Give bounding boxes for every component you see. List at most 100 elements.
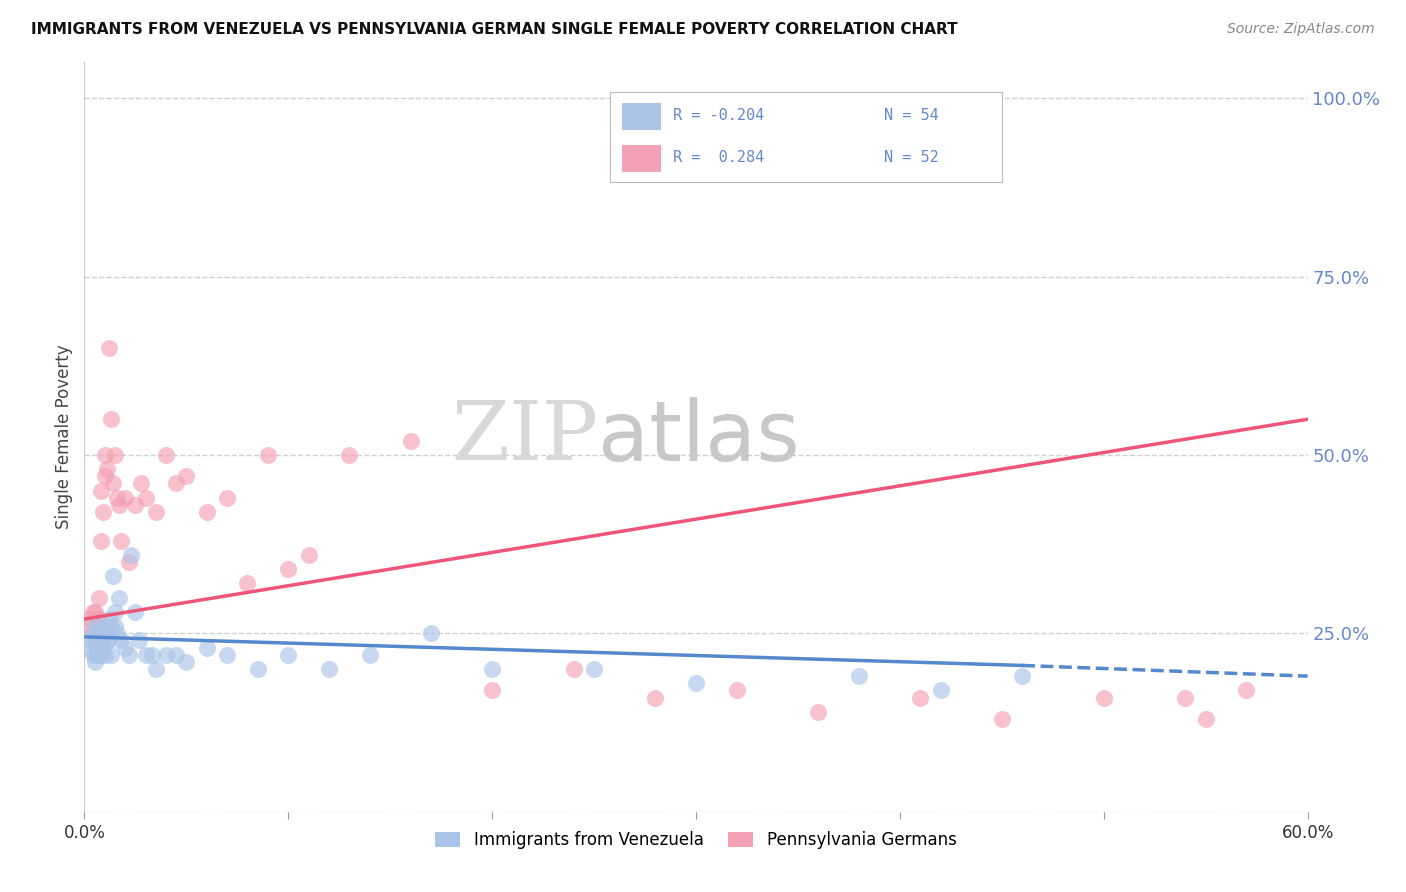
Point (100, 412, 122, 426)
Text: ZIP: ZIP (451, 397, 598, 477)
Point (87, 648, 110, 662)
Point (848, 669, 870, 683)
Point (82, 626, 104, 640)
Point (644, 690, 666, 705)
Point (86, 633, 108, 648)
Point (90, 533, 112, 548)
Point (79, 612, 101, 626)
Point (82, 626, 104, 640)
Point (929, 683, 952, 698)
Point (277, 648, 299, 662)
Point (97, 341, 120, 355)
Text: atlas: atlas (598, 397, 800, 477)
Point (359, 648, 381, 662)
Point (481, 662, 503, 676)
Point (246, 662, 269, 676)
Point (481, 683, 503, 698)
Point (82, 605, 104, 619)
Point (86, 648, 108, 662)
Point (124, 605, 146, 619)
Point (105, 626, 128, 640)
Point (90, 633, 112, 648)
Point (195, 640, 218, 655)
Point (1195, 712, 1218, 726)
Point (93, 448, 115, 462)
Y-axis label: Single Female Poverty: Single Female Poverty (55, 345, 73, 529)
Point (318, 662, 340, 676)
Point (83, 655, 105, 669)
Point (91, 505, 114, 519)
Point (97, 633, 120, 648)
Point (91, 626, 114, 640)
Point (96, 462, 118, 476)
Point (155, 448, 177, 462)
Point (145, 662, 167, 676)
Point (90, 483, 112, 498)
Point (135, 491, 157, 505)
Point (165, 648, 187, 662)
Point (131, 476, 153, 491)
Point (135, 648, 157, 662)
Point (174, 469, 197, 483)
Point (155, 648, 177, 662)
Point (118, 648, 141, 662)
Point (104, 448, 127, 462)
Point (174, 655, 197, 669)
Point (86, 640, 108, 655)
Point (108, 498, 131, 512)
Point (87, 626, 110, 640)
Point (399, 434, 422, 448)
Point (83, 605, 105, 619)
Point (124, 498, 146, 512)
Point (93, 469, 115, 483)
Point (77, 640, 100, 655)
Point (77, 619, 100, 633)
Point (87, 640, 110, 655)
Point (339, 448, 361, 462)
Point (991, 712, 1014, 726)
Point (217, 648, 239, 662)
Point (105, 491, 128, 505)
Point (104, 605, 127, 619)
Point (420, 626, 443, 640)
Point (104, 619, 127, 633)
Point (87, 591, 110, 605)
Point (79, 633, 101, 648)
Point (217, 491, 239, 505)
Point (236, 576, 259, 591)
Point (82, 648, 104, 662)
Point (93, 619, 115, 633)
Text: IMMIGRANTS FROM VENEZUELA VS PENNSYLVANIA GERMAN SINGLE FEMALE POVERTY CORRELATI: IMMIGRANTS FROM VENEZUELA VS PENNSYLVANI… (31, 22, 957, 37)
Point (83, 619, 105, 633)
Point (114, 640, 136, 655)
Point (110, 533, 132, 548)
Point (1092, 690, 1115, 705)
Point (583, 662, 606, 676)
Point (807, 705, 830, 719)
Point (100, 619, 122, 633)
Point (114, 491, 136, 505)
Point (165, 476, 187, 491)
Point (910, 690, 932, 705)
Point (1236, 683, 1258, 698)
Point (277, 562, 299, 576)
Point (145, 505, 167, 519)
Point (725, 683, 748, 698)
Point (86, 633, 108, 648)
Point (100, 648, 122, 662)
Point (141, 648, 163, 662)
Point (128, 633, 150, 648)
Point (1011, 669, 1033, 683)
Point (298, 548, 321, 562)
Point (685, 676, 707, 690)
Point (110, 633, 132, 648)
Point (101, 569, 124, 583)
Point (257, 448, 280, 462)
Point (120, 548, 142, 562)
Text: Source: ZipAtlas.com: Source: ZipAtlas.com (1227, 22, 1375, 37)
Point (97, 612, 120, 626)
Point (96, 626, 118, 640)
Point (86, 612, 108, 626)
Point (562, 662, 585, 676)
Point (90, 648, 112, 662)
